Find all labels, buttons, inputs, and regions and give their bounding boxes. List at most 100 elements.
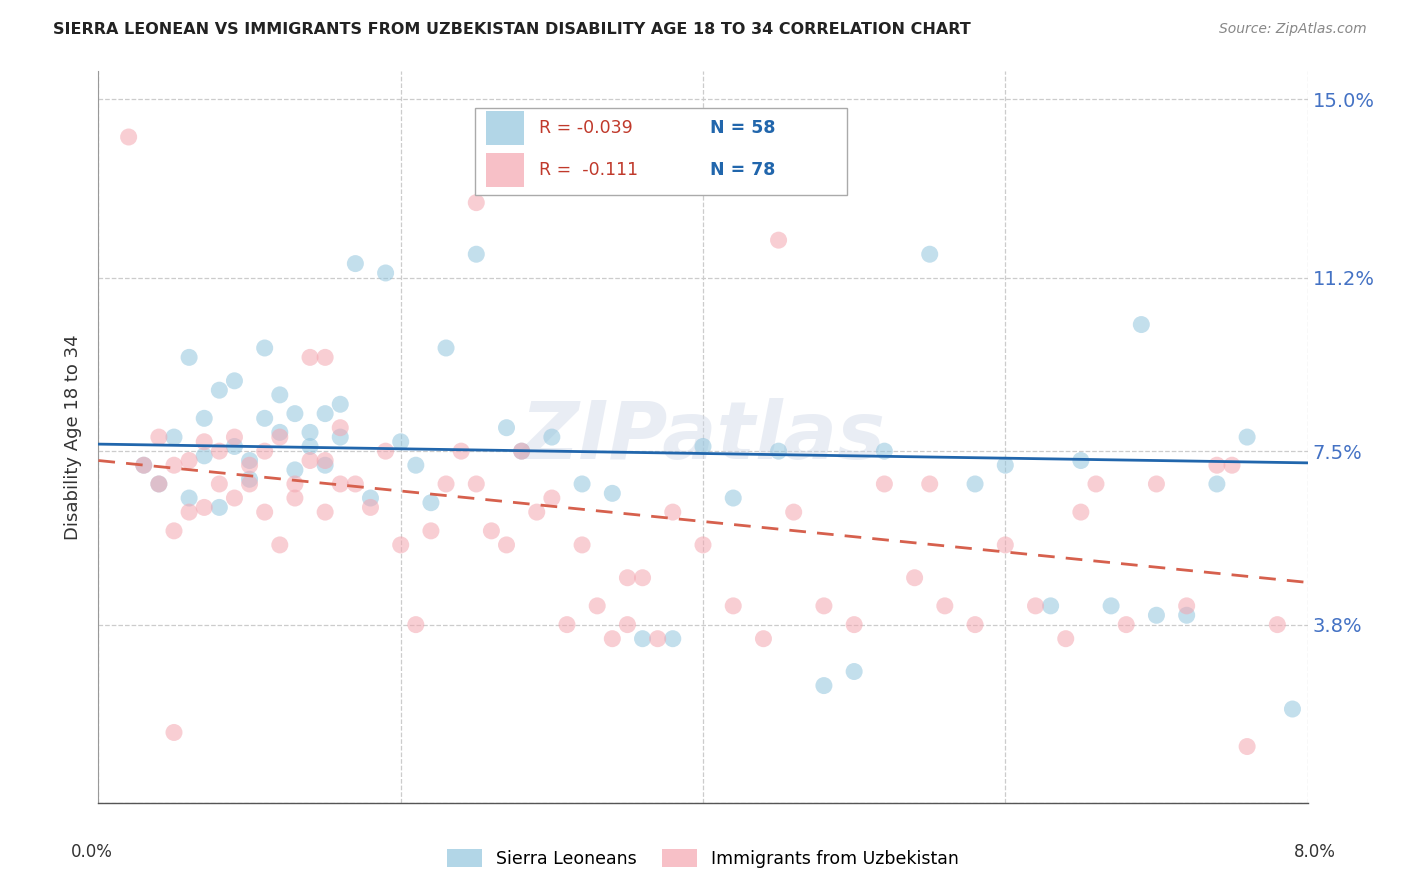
Point (1025, 599, 1047, 613)
Point (1085, 477, 1108, 491)
Point (269, 425, 291, 440)
Point (163, 458, 186, 473)
Point (661, 632, 683, 646)
Text: 0.0%: 0.0% (70, 843, 112, 861)
Text: ZIPatlas: ZIPatlas (520, 398, 886, 476)
Point (1206, 458, 1229, 473)
FancyBboxPatch shape (486, 111, 524, 145)
Point (1236, 739, 1258, 754)
Point (299, 425, 322, 440)
Point (118, 130, 141, 145)
Point (631, 571, 654, 585)
Point (374, 266, 396, 280)
Point (132, 458, 155, 473)
Point (602, 632, 624, 646)
Point (284, 463, 307, 477)
Point (813, 599, 835, 613)
Point (269, 538, 291, 552)
Point (420, 524, 443, 538)
Text: N = 58: N = 58 (710, 120, 776, 137)
Point (465, 247, 488, 261)
Text: 8.0%: 8.0% (1294, 843, 1336, 861)
Point (329, 477, 352, 491)
Point (132, 458, 155, 473)
Point (179, 491, 201, 505)
Point (253, 505, 276, 519)
Point (314, 453, 336, 467)
Point (1236, 430, 1258, 444)
Point (540, 491, 562, 505)
Point (661, 505, 683, 519)
Point (1146, 477, 1168, 491)
Point (965, 477, 987, 491)
Point (253, 411, 276, 425)
Point (360, 491, 382, 505)
Point (193, 449, 215, 463)
Point (571, 538, 593, 552)
Point (269, 430, 291, 444)
Point (284, 491, 307, 505)
Point (783, 505, 806, 519)
Point (571, 477, 593, 491)
Point (1267, 617, 1289, 632)
Point (329, 420, 352, 434)
Point (934, 599, 956, 613)
Point (481, 524, 503, 538)
Point (224, 430, 246, 444)
Point (555, 617, 578, 632)
Point (148, 477, 170, 491)
Point (813, 679, 835, 693)
Point (616, 617, 638, 632)
Point (344, 257, 367, 271)
Point (918, 477, 941, 491)
Point (994, 538, 1017, 552)
Point (1130, 318, 1153, 332)
Point (314, 505, 336, 519)
Point (239, 472, 262, 486)
Point (540, 430, 562, 444)
Point (208, 444, 231, 458)
Point (647, 632, 669, 646)
Point (299, 440, 322, 454)
Point (904, 571, 927, 585)
Point (253, 341, 276, 355)
Point (844, 617, 866, 632)
Point (602, 486, 624, 500)
Point (723, 491, 745, 505)
Point (965, 617, 987, 632)
Point (768, 444, 790, 458)
Point (586, 599, 609, 613)
Point (208, 383, 231, 397)
Point (1281, 702, 1303, 716)
Point (179, 351, 201, 365)
Point (239, 453, 262, 467)
Point (768, 233, 790, 247)
Text: SIERRA LEONEAN VS IMMIGRANTS FROM UZBEKISTAN DISABILITY AGE 18 TO 34 CORRELATION: SIERRA LEONEAN VS IMMIGRANTS FROM UZBEKI… (53, 22, 972, 37)
Point (616, 571, 638, 585)
Point (495, 538, 517, 552)
Point (692, 538, 714, 552)
Point (329, 397, 352, 411)
Point (450, 444, 472, 458)
Point (239, 477, 262, 491)
Point (284, 477, 307, 491)
Point (344, 477, 367, 491)
Point (1054, 632, 1077, 646)
Point (420, 496, 443, 510)
Point (1175, 608, 1198, 623)
Point (163, 524, 186, 538)
Point (752, 632, 775, 646)
Point (389, 434, 412, 449)
Point (208, 500, 231, 515)
Point (360, 500, 382, 515)
Point (163, 430, 186, 444)
Point (526, 505, 548, 519)
Point (148, 430, 170, 444)
Point (692, 440, 714, 454)
Point (299, 351, 322, 365)
Point (873, 444, 896, 458)
Point (1039, 599, 1062, 613)
Point (873, 477, 896, 491)
FancyBboxPatch shape (475, 108, 846, 195)
Point (405, 458, 427, 473)
